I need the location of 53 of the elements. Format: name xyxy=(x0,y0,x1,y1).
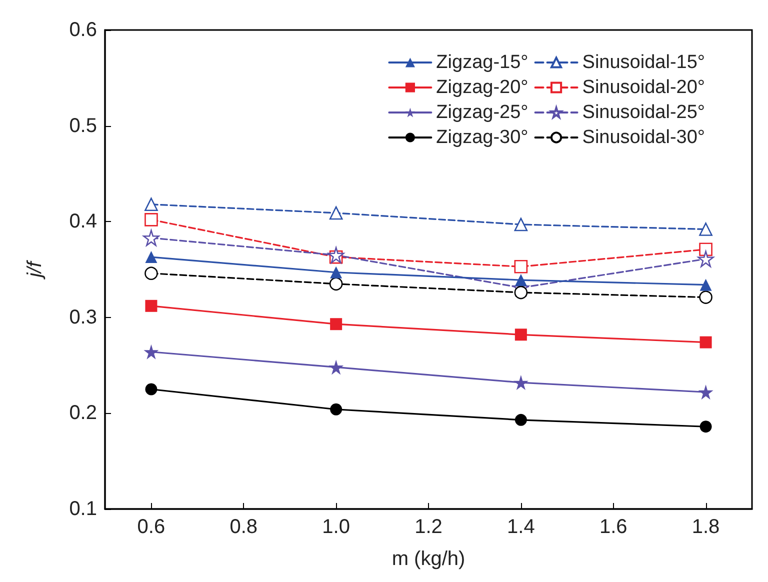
point xyxy=(330,318,342,330)
x-axis-title: m (kg/h) xyxy=(392,548,466,570)
legend-label: Sinusoidal-30° xyxy=(582,127,706,148)
x-tick-label: 0.8 xyxy=(230,516,258,538)
point xyxy=(514,274,527,286)
point xyxy=(329,277,343,291)
point xyxy=(699,242,712,256)
point xyxy=(699,290,712,304)
y-tick-label: 0.5 xyxy=(69,114,97,137)
point xyxy=(145,383,158,396)
point xyxy=(514,260,528,274)
point xyxy=(514,218,528,232)
point xyxy=(514,328,527,341)
point xyxy=(144,344,159,360)
y-tick-label: 0.2 xyxy=(69,402,97,424)
y-tick-label: 0.4 xyxy=(69,210,97,233)
point xyxy=(700,278,712,291)
x-tick-label: 1.6 xyxy=(599,516,628,538)
point xyxy=(144,213,158,226)
legend-label: Zigzag-30° xyxy=(436,127,528,148)
text: 1.0 xyxy=(322,516,350,538)
point xyxy=(329,206,343,220)
point xyxy=(328,246,344,264)
y-tick-label: 0.3 xyxy=(69,306,97,328)
point xyxy=(698,384,714,400)
y-tick-label: 0.1 xyxy=(69,498,97,520)
legend-label: Zigzag-20° xyxy=(436,77,528,98)
point xyxy=(145,300,158,312)
point xyxy=(700,420,712,433)
point xyxy=(143,230,160,246)
point xyxy=(330,403,342,416)
point xyxy=(330,266,342,278)
point xyxy=(328,360,344,375)
point xyxy=(699,222,712,236)
legend-label: Sinusoidal-25° xyxy=(582,102,706,123)
y-axis-title: j/f xyxy=(24,259,46,280)
point xyxy=(144,198,158,212)
legend-label: Zigzag-25° xyxy=(436,102,528,123)
x-tick-label: 0.6 xyxy=(137,516,166,538)
x-tick-label: 1.8 xyxy=(692,516,720,538)
x-tick-label: 1.4 xyxy=(507,516,535,538)
legend-label: Sinusoidal-15° xyxy=(582,52,706,73)
legend-label: Sinusoidal-20° xyxy=(582,77,706,98)
x-tick-label: 1.2 xyxy=(414,516,442,538)
point xyxy=(144,266,158,280)
point xyxy=(513,375,528,390)
point xyxy=(514,414,527,426)
point xyxy=(700,336,712,348)
point xyxy=(698,250,714,268)
point xyxy=(514,286,528,300)
y-tick-label: 0.6 xyxy=(69,19,97,41)
point xyxy=(145,251,158,264)
legend-label: Zigzag-15° xyxy=(436,52,528,73)
